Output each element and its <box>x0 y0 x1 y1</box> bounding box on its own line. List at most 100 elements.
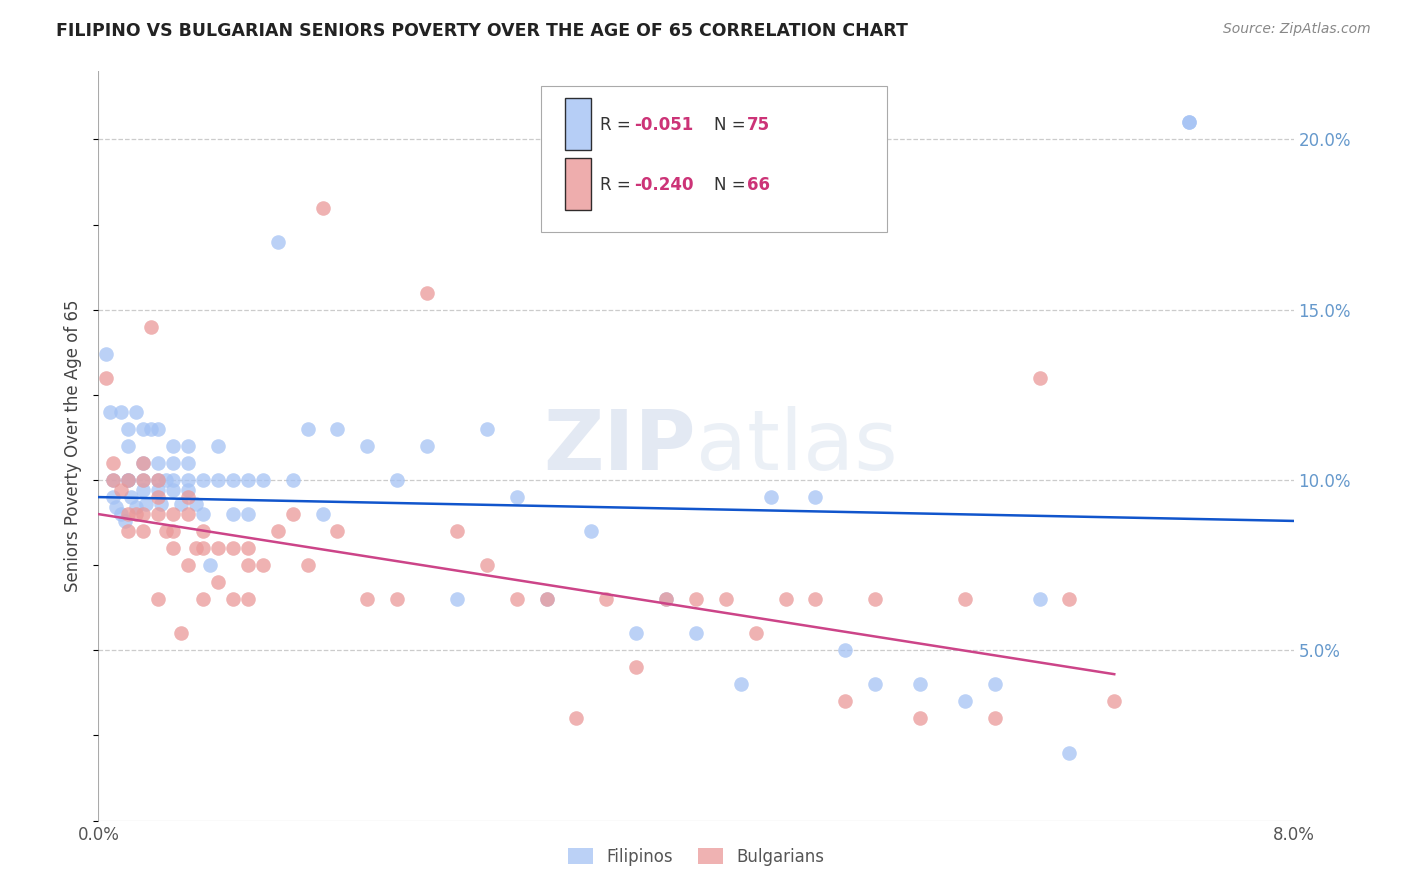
Bulgarians <box>117 473 139 487</box>
Bulgarians <box>117 524 139 538</box>
FancyBboxPatch shape <box>565 97 591 150</box>
Filipinos <box>1178 115 1201 129</box>
Bulgarians <box>775 592 797 607</box>
Filipinos <box>834 643 856 657</box>
Bulgarians <box>132 524 155 538</box>
Text: FILIPINO VS BULGARIAN SENIORS POVERTY OVER THE AGE OF 65 CORRELATION CHART: FILIPINO VS BULGARIAN SENIORS POVERTY OV… <box>56 22 908 40</box>
Filipinos <box>865 677 887 691</box>
Filipinos <box>908 677 931 691</box>
Bulgarians <box>155 524 177 538</box>
Filipinos <box>148 422 170 436</box>
Filipinos <box>162 483 184 498</box>
Filipinos <box>117 439 139 453</box>
Bulgarians <box>94 371 117 385</box>
Filipinos <box>132 422 155 436</box>
Filipinos <box>207 439 229 453</box>
Bulgarians <box>252 558 274 573</box>
Bulgarians <box>125 507 148 521</box>
Filipinos <box>103 473 125 487</box>
Filipinos <box>148 473 170 487</box>
Filipinos <box>236 473 259 487</box>
Bulgarians <box>132 507 155 521</box>
Filipinos <box>110 405 132 419</box>
Bulgarians <box>103 456 125 470</box>
Filipinos <box>177 473 200 487</box>
Filipinos <box>150 497 173 511</box>
Filipinos <box>110 507 132 521</box>
Filipinos <box>446 592 468 607</box>
Bulgarians <box>236 592 259 607</box>
Filipinos <box>148 483 170 498</box>
Bulgarians <box>834 694 856 708</box>
Bulgarians <box>908 711 931 725</box>
Filipinos <box>105 500 128 515</box>
Bulgarians <box>416 285 439 300</box>
Filipinos <box>804 490 827 504</box>
Bulgarians <box>626 660 648 674</box>
Bulgarians <box>281 507 304 521</box>
Text: R =: R = <box>600 116 637 135</box>
Bulgarians <box>984 711 1007 725</box>
Filipinos <box>475 422 498 436</box>
Bulgarians <box>184 541 207 556</box>
Filipinos <box>117 473 139 487</box>
Filipinos <box>236 507 259 521</box>
Bulgarians <box>139 319 162 334</box>
Bulgarians <box>132 473 155 487</box>
Filipinos <box>730 677 752 691</box>
Bulgarians <box>385 592 409 607</box>
Bulgarians <box>132 456 155 470</box>
Bulgarians <box>804 592 827 607</box>
Filipinos <box>356 439 378 453</box>
Text: 75: 75 <box>748 116 770 135</box>
Filipinos <box>177 483 200 498</box>
FancyBboxPatch shape <box>541 87 887 233</box>
Filipinos <box>148 456 170 470</box>
Filipinos <box>685 626 707 640</box>
Bulgarians <box>148 507 170 521</box>
Bulgarians <box>162 524 184 538</box>
Filipinos <box>222 473 245 487</box>
Bulgarians <box>506 592 529 607</box>
Bulgarians <box>1028 371 1050 385</box>
Bulgarians <box>169 626 191 640</box>
Bulgarians <box>297 558 319 573</box>
Filipinos <box>117 422 139 436</box>
Filipinos <box>953 694 976 708</box>
Text: N =: N = <box>714 116 751 135</box>
Bulgarians <box>177 558 200 573</box>
Bulgarians <box>162 541 184 556</box>
Text: -0.240: -0.240 <box>634 177 693 194</box>
Bulgarians <box>953 592 976 607</box>
Filipinos <box>162 439 184 453</box>
Filipinos <box>1028 592 1050 607</box>
FancyBboxPatch shape <box>565 158 591 210</box>
Filipinos <box>506 490 529 504</box>
Filipinos <box>385 473 409 487</box>
Filipinos <box>311 507 333 521</box>
Bulgarians <box>148 592 170 607</box>
Filipinos <box>184 497 207 511</box>
Bulgarians <box>148 473 170 487</box>
Filipinos <box>200 558 222 573</box>
Bulgarians <box>475 558 498 573</box>
Filipinos <box>191 473 214 487</box>
Text: 66: 66 <box>748 177 770 194</box>
Filipinos <box>155 473 177 487</box>
Filipinos <box>759 490 782 504</box>
Bulgarians <box>565 711 588 725</box>
Bulgarians <box>148 490 170 504</box>
Filipinos <box>114 514 136 528</box>
Bulgarians <box>177 507 200 521</box>
Bulgarians <box>745 626 768 640</box>
Filipinos <box>139 422 162 436</box>
Text: -0.051: -0.051 <box>634 116 693 135</box>
Filipinos <box>94 347 117 361</box>
Bulgarians <box>1104 694 1126 708</box>
Bulgarians <box>162 507 184 521</box>
Filipinos <box>103 490 125 504</box>
Bulgarians <box>536 592 558 607</box>
Legend: Filipinos, Bulgarians: Filipinos, Bulgarians <box>561 841 831 872</box>
Filipinos <box>162 473 184 487</box>
Filipinos <box>222 507 245 521</box>
